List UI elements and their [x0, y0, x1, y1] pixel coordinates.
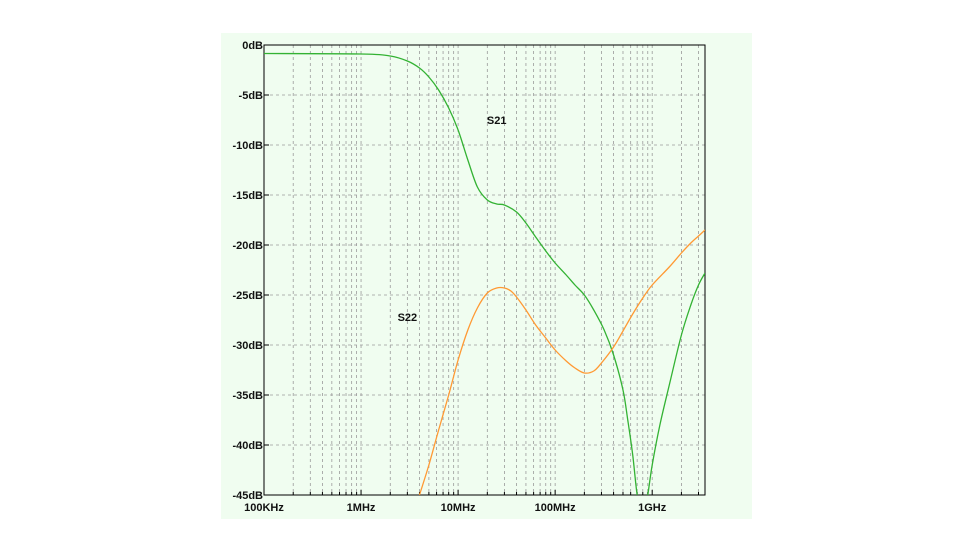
series-line-s21 — [264, 52, 705, 495]
y-tick-label: -15dB — [232, 190, 263, 202]
y-tick-label: -5dB — [239, 90, 264, 102]
y-tick-label: 0dB — [242, 40, 263, 52]
x-tick-label: 100MHz — [535, 502, 576, 514]
plot-panel: 100KHz 1MHz 10MHz 100MHz 1GHz 0dB -5dB -10dB -1… — [221, 33, 752, 519]
x-tick-label: 1GHz — [638, 502, 667, 514]
y-tick-label: -20dB — [232, 240, 263, 252]
x-tick-label: 1MHz — [347, 502, 376, 514]
y-axis-labels: 0dB -5dB -10dB -15dB -20dB -25dB -30dB -35dB -40… — [232, 40, 263, 502]
grid — [264, 45, 705, 495]
x-axis-labels: 100KHz 1MHz 10MHz 100MHz 1GHz — [244, 502, 667, 514]
annotation-s22: S22 — [398, 312, 418, 324]
annotations: S21 S22 — [398, 115, 507, 324]
x-tick-label: 10MHz — [441, 502, 476, 514]
sparameter-chart: 100KHz 1MHz 10MHz 100MHz 1GHz 0dB -5dB -10dB -1… — [232, 40, 706, 514]
y-tick-label: -35dB — [232, 390, 263, 402]
tick-marks — [264, 44, 700, 496]
series-lines — [264, 52, 705, 495]
y-tick-label: -25dB — [232, 290, 263, 302]
y-tick-label: -30dB — [232, 340, 263, 352]
y-tick-label: -45dB — [232, 490, 263, 502]
y-tick-label: -10dB — [232, 140, 263, 152]
x-tick-label: 100KHz — [244, 502, 284, 514]
series-line-s22 — [418, 229, 705, 495]
plot-frame — [263, 44, 706, 496]
y-tick-label: -40dB — [232, 440, 263, 452]
annotation-s21: S21 — [487, 115, 507, 127]
